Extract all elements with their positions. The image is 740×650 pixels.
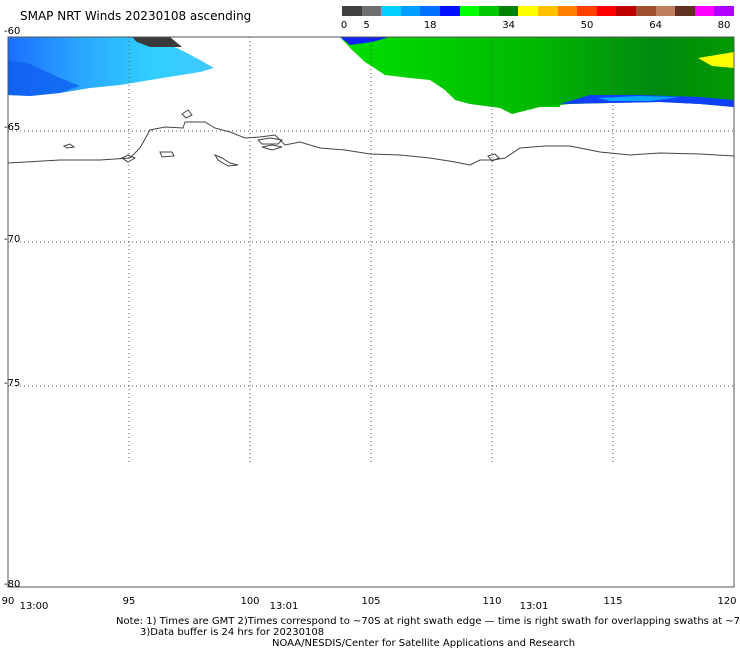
legend-color-swatch [557, 6, 578, 16]
longitude-gridlines [128, 37, 614, 465]
legend-color-swatch [479, 6, 500, 16]
map-frame [7, 36, 735, 588]
note-line-1: Note: 1) Times are GMT 2)Times correspon… [116, 616, 740, 627]
lon-label: 120 [717, 596, 737, 607]
lon-label: 110 [482, 596, 502, 607]
legend-tick-label: 50 [580, 20, 594, 31]
legend-color-swatch [675, 6, 696, 16]
legend-color-swatch [714, 6, 735, 16]
lon-label: 95 [122, 596, 136, 607]
legend-tick-label: 5 [363, 20, 370, 31]
lat-label: -65 [4, 122, 21, 133]
legend-color-swatch [577, 6, 598, 16]
legend-tick-label: 64 [649, 20, 662, 31]
lon-label: 90 [1, 596, 15, 607]
legend-color-swatch [636, 6, 657, 16]
lat-label: -70 [4, 234, 21, 245]
legend-tick-label: 0 [340, 20, 348, 31]
credit-line: NOAA/NESDIS/Center for Satellite Applica… [272, 638, 576, 649]
swath-time-label: 13:01 [519, 601, 549, 612]
legend-color-swatch [459, 6, 480, 16]
map-title: SMAP NRT Winds 20230108 ascending [20, 9, 252, 23]
legend-color-swatch [616, 6, 637, 16]
legend-color-swatch [400, 6, 421, 16]
legend-tick-label: 18 [423, 20, 437, 31]
lat-label: -60 [4, 26, 21, 37]
lon-label: 100 [240, 596, 260, 607]
legend-color-swatch [655, 6, 676, 16]
lat-label: -80 [4, 579, 21, 590]
legend-color-swatch [342, 6, 363, 16]
swath-time-label: 13:00 [19, 601, 49, 612]
legend-color-swatch [518, 6, 539, 16]
right-wind-swath [340, 37, 734, 114]
legend-color-swatch [440, 6, 461, 16]
legend-color-swatch [596, 6, 617, 16]
wind-speed-legend: 0 5 18 34 50 64 80 [341, 6, 735, 31]
legend-color-swatch [694, 6, 715, 16]
legend-tick-label: 80 [717, 20, 731, 31]
legend-color-swatch [381, 6, 402, 16]
lon-label: 105 [361, 596, 381, 607]
legend-color-swatch [420, 6, 441, 16]
note-line-2: 3)Data buffer is 24 hrs for 20230108 [140, 627, 325, 638]
legend-tick-label: 34 [502, 20, 515, 31]
left-wind-swath [8, 37, 214, 96]
latitude-gridlines [8, 130, 734, 387]
legend-color-swatch [538, 6, 559, 16]
lat-label: -75 [4, 378, 21, 389]
antarctic-coastline [7, 109, 735, 167]
swath-time-label: 13:01 [269, 601, 299, 612]
legend-color-swatch [498, 6, 519, 16]
lon-label: 115 [603, 596, 623, 607]
legend-color-swatch [361, 6, 382, 16]
